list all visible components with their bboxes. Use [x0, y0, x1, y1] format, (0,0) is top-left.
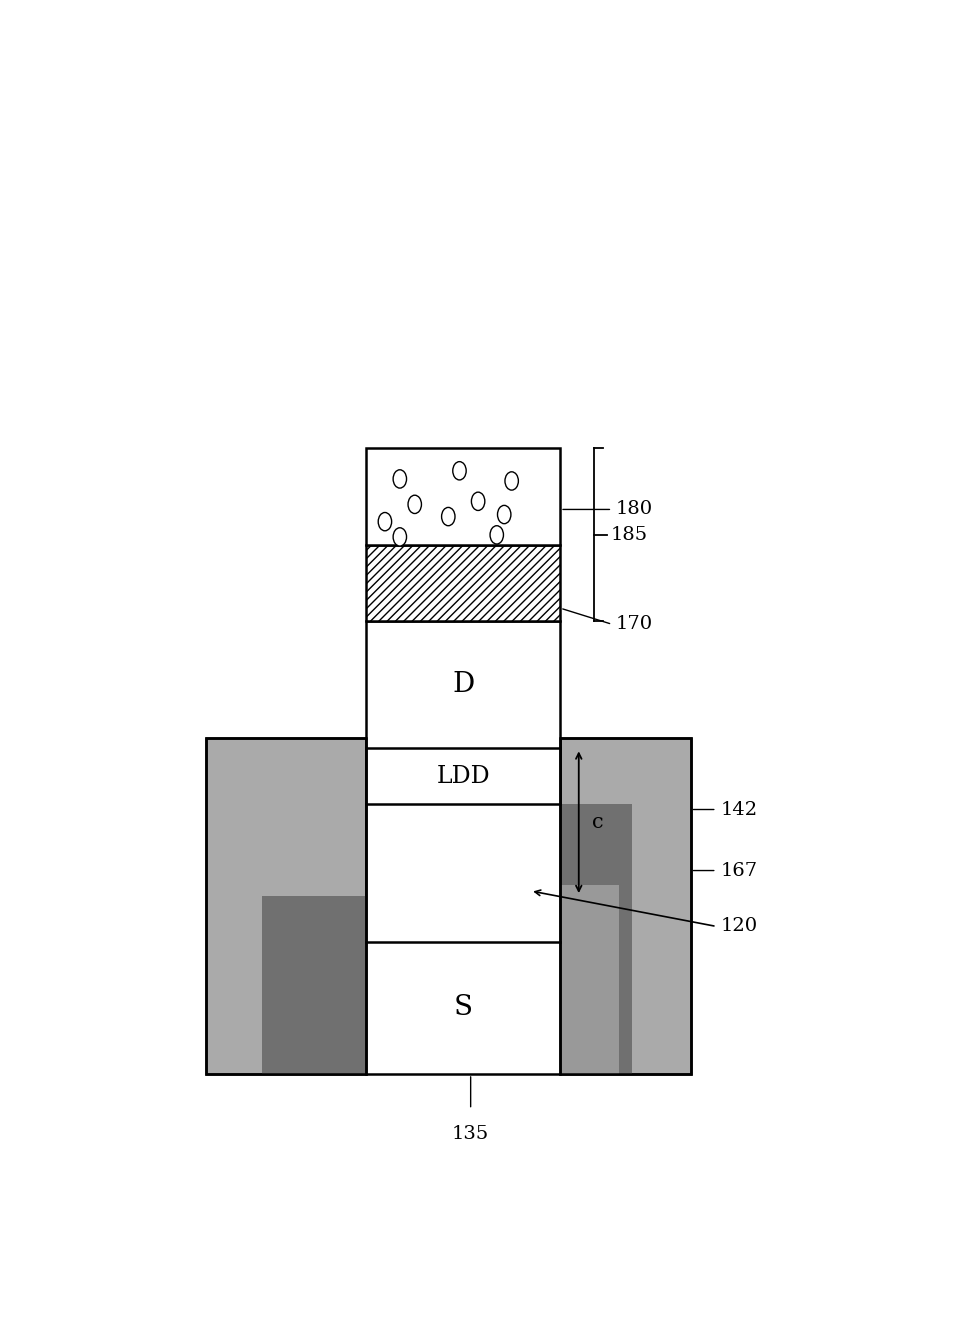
Bar: [366, 621, 559, 1074]
Bar: [366, 448, 559, 546]
Circle shape: [489, 526, 503, 544]
Circle shape: [497, 506, 510, 523]
Bar: [206, 738, 366, 1074]
Circle shape: [393, 470, 407, 487]
Bar: [559, 885, 618, 1074]
Text: D: D: [452, 671, 474, 699]
Bar: [559, 738, 690, 1074]
Text: LDD: LDD: [436, 765, 489, 787]
Bar: [206, 738, 366, 1074]
Circle shape: [453, 461, 466, 480]
Bar: [559, 804, 631, 1074]
Circle shape: [393, 528, 407, 546]
Circle shape: [471, 493, 484, 510]
Text: 167: 167: [720, 861, 756, 880]
Circle shape: [441, 507, 455, 526]
Text: 142: 142: [720, 801, 756, 819]
Circle shape: [505, 472, 518, 490]
Bar: [559, 738, 690, 1074]
Text: 135: 135: [452, 1125, 489, 1143]
Text: 185: 185: [610, 526, 648, 544]
Text: 180: 180: [615, 501, 653, 518]
Text: 120: 120: [720, 918, 756, 935]
Bar: [261, 896, 366, 1074]
Bar: [366, 546, 559, 621]
Text: S: S: [454, 995, 472, 1021]
Circle shape: [407, 495, 421, 514]
Text: c: c: [592, 812, 604, 832]
Circle shape: [378, 513, 391, 531]
Text: 170: 170: [615, 616, 653, 633]
